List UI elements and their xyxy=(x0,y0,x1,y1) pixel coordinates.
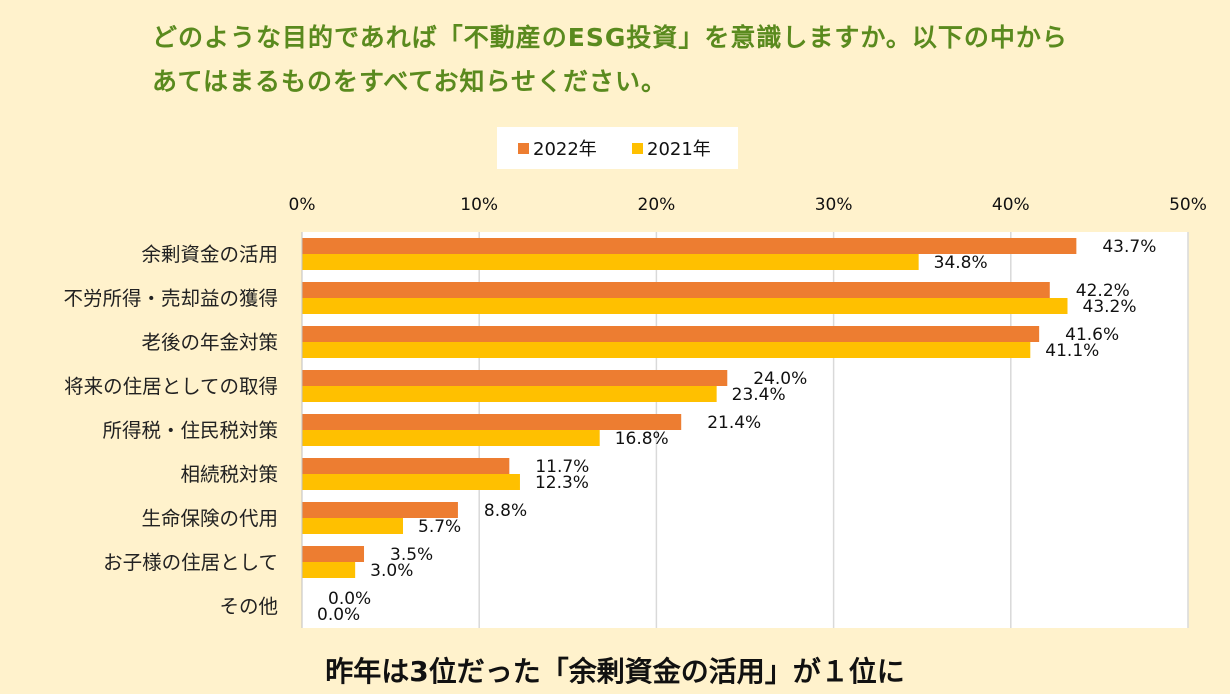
data-label: 24.0% xyxy=(753,369,807,389)
bar-series-2 xyxy=(302,386,717,402)
legend-label: 2021年 xyxy=(647,139,711,160)
x-axis-ticks: 0% 10% 20% 30% 40% 50% xyxy=(289,195,1207,215)
data-label: 42.2% xyxy=(1076,281,1130,301)
data-label: 21.4% xyxy=(707,413,761,433)
y-category-label: 不労所得・売却益の獲得 xyxy=(63,287,278,310)
bar-series-2 xyxy=(302,254,919,270)
bar-series-2 xyxy=(302,474,520,490)
data-label: 11.7% xyxy=(535,457,589,477)
data-label: 3.5% xyxy=(390,545,433,565)
legend-swatch xyxy=(632,143,643,154)
y-axis-labels: 余剰資金の活用不労所得・売却益の獲得老後の年金対策将来の住居としての取得所得税・… xyxy=(63,243,278,618)
x-tick-label: 30% xyxy=(815,195,853,215)
question-line-1: どのような目的であれば「不動産のESG投資」を意識しますか。以下の中から xyxy=(152,23,1068,52)
data-labels: 43.7% 34.8% 42.2%43.2% 41.6%41.1% 24.0%23.4%… xyxy=(317,237,1156,625)
y-category-label: 生命保険の代用 xyxy=(141,507,278,530)
bar-series-2 xyxy=(302,562,356,578)
y-category-label: 老後の年金対策 xyxy=(141,331,278,354)
legend-label: 2022年 xyxy=(533,139,597,160)
legend: 2022年 2021年 xyxy=(497,127,738,169)
legend-box xyxy=(497,127,738,169)
bar-series-1 xyxy=(302,326,1040,342)
x-tick-label: 0% xyxy=(289,195,316,215)
bar-series-1 xyxy=(302,546,365,562)
bar-series-2 xyxy=(302,518,404,534)
data-label: 43.7% xyxy=(1102,237,1156,257)
y-category-label: 将来の住居としての取得 xyxy=(64,375,278,398)
bar-series-1 xyxy=(302,502,458,518)
data-label: 12.3% xyxy=(535,473,589,493)
data-label: 23.4% xyxy=(732,385,786,405)
bar-series-1 xyxy=(302,238,1077,254)
footer-caption: 昨年は3位だった「余剰資金の活用」が１位に xyxy=(325,655,905,688)
data-label: 0.0% xyxy=(317,605,360,625)
question-line-2: あてはまるものをすべてお知らせください。 xyxy=(152,67,668,96)
data-label: 8.8% xyxy=(484,501,527,521)
bar-series-1 xyxy=(302,414,682,430)
data-label: 3.0% xyxy=(370,561,413,581)
data-label: 16.8% xyxy=(615,429,669,449)
data-label: 5.7% xyxy=(418,517,461,537)
legend-swatch xyxy=(518,143,529,154)
data-label: 34.8% xyxy=(934,253,988,273)
y-category-label: その他 xyxy=(219,595,278,618)
bar-series-1 xyxy=(302,282,1050,298)
x-tick-label: 20% xyxy=(638,195,676,215)
x-tick-label: 40% xyxy=(992,195,1030,215)
bar-series-1 xyxy=(302,370,728,386)
y-category-label: 相続税対策 xyxy=(180,463,278,486)
bars xyxy=(302,238,1077,578)
x-tick-label: 10% xyxy=(460,195,498,215)
y-category-label: 余剰資金の活用 xyxy=(141,243,278,266)
data-label: 41.1% xyxy=(1045,341,1099,361)
data-label: 41.6% xyxy=(1065,325,1119,345)
data-label: 0.0% xyxy=(328,589,371,609)
bar-series-2 xyxy=(302,342,1031,358)
y-category-label: 所得税・住民税対策 xyxy=(102,419,278,442)
x-tick-label: 50% xyxy=(1169,195,1207,215)
survey-question: どのような目的であれば「不動産のESG投資」を意識しますか。以下の中から あては… xyxy=(152,16,1152,104)
bar-series-2 xyxy=(302,298,1068,314)
bar-series-2 xyxy=(302,430,600,446)
bar-series-1 xyxy=(302,458,510,474)
y-category-label: お子様の住居として xyxy=(103,551,278,574)
data-label: 43.2% xyxy=(1083,297,1137,317)
